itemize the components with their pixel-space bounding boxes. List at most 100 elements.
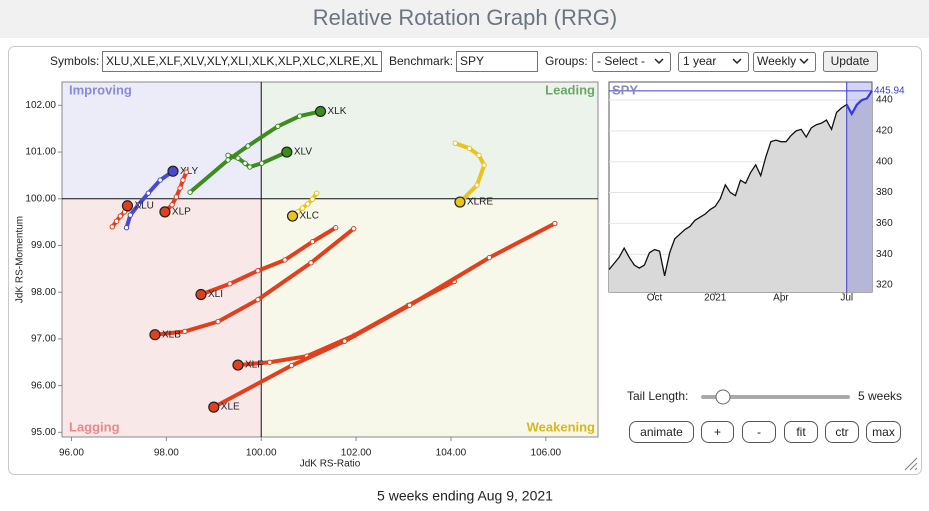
tail-point [135, 202, 142, 208]
symbols-value[interactable]: XLU,XLE,XLF,XLV,XLY,XLI,XLK,XLP,XLC,XLRE… [106, 54, 379, 68]
quadrant-label: Weakening [527, 419, 595, 434]
tail-line [211, 221, 557, 410]
period-value[interactable]: 1 year [683, 54, 716, 68]
head-point [281, 146, 293, 158]
tail-point [235, 155, 241, 161]
tail-point [406, 302, 413, 308]
y-tick-label: 95.00 [31, 427, 56, 438]
tail-line [198, 225, 338, 297]
groups-value[interactable]: - Select - [597, 54, 645, 68]
button[interactable] [825, 421, 859, 443]
update-button[interactable] [823, 51, 878, 72]
tail-point [215, 318, 221, 325]
update-label[interactable]: Update [831, 54, 870, 68]
tail-point [309, 239, 316, 245]
tail-point [332, 225, 339, 231]
tail-highlight [846, 82, 872, 292]
x-axis-label: JdK RS-Ratio [300, 459, 361, 470]
tail-point [466, 145, 473, 152]
button[interactable] [629, 421, 694, 443]
tail-point [177, 185, 183, 191]
series-label: XLU [134, 200, 153, 211]
y-tick-label: 102.00 [25, 100, 56, 111]
last-value-label: 445.94 [874, 86, 905, 97]
x-tick-label: 106.00 [531, 448, 562, 459]
tail-point [247, 164, 253, 170]
button-row: animate + - fit ctr max [629, 421, 901, 443]
tail-point [123, 225, 130, 231]
y-tick-label: 100.00 [25, 193, 56, 204]
tail-point [267, 359, 273, 365]
button[interactable] [784, 421, 818, 443]
x-tick-label: 98.00 [154, 448, 179, 459]
area [609, 90, 872, 292]
button[interactable] [742, 421, 776, 443]
button-label[interactable]: animate [640, 425, 683, 439]
y-tick-label: 400 [876, 156, 893, 167]
button-label[interactable]: ctr [835, 425, 848, 439]
price-line [608, 90, 873, 276]
quadrant-label: Lagging [69, 419, 120, 434]
series-label: XLB [162, 329, 181, 340]
x-tick-label: 100.00 [246, 448, 277, 459]
tail-point [182, 328, 188, 335]
y-tick-label: 420 [876, 126, 893, 137]
symbols-label: Symbols: [50, 54, 99, 68]
button-label[interactable]: fit [796, 425, 806, 439]
head-point [454, 196, 466, 208]
tail-point [282, 257, 288, 263]
y-tick-label: 97.00 [31, 334, 56, 345]
tail-price-line [845, 90, 873, 117]
button-label[interactable]: max [872, 425, 895, 439]
button-label[interactable]: - [757, 425, 761, 439]
frequency-select[interactable] [753, 52, 816, 72]
tail-point [225, 152, 231, 159]
benchmark-value[interactable]: SPY [460, 54, 484, 68]
tail-point [169, 202, 175, 208]
symbols-input[interactable] [102, 51, 382, 72]
tail-point [309, 196, 316, 202]
benchmark-input[interactable] [456, 51, 538, 72]
tail-point [481, 162, 487, 168]
tail-point [342, 338, 348, 344]
frequency-value[interactable]: Weekly [757, 54, 796, 68]
dropdown-arrow [732, 58, 742, 65]
groups-select[interactable] [592, 52, 671, 72]
button-label[interactable]: + [714, 425, 721, 439]
period-select[interactable] [678, 52, 749, 72]
page-title: Relative Rotation Graph (RRG) [313, 5, 617, 30]
y-tick-label: 96.00 [31, 380, 56, 391]
y-tick-label: 101.00 [25, 147, 56, 158]
x-tick-label: 2021 [704, 293, 727, 304]
quadrant [261, 198, 598, 437]
chart-title: SPY [612, 82, 638, 97]
tail-point [258, 160, 265, 166]
plot-border [61, 81, 599, 438]
x-tick-label: Apr [773, 293, 789, 304]
footer: 5 weeks ending Aug 9, 2021 [377, 488, 553, 504]
x-tick-label: Jul [840, 293, 853, 304]
tail-point [245, 143, 251, 149]
series-label: XLI [208, 289, 223, 300]
button[interactable] [701, 421, 734, 443]
head-point [208, 401, 220, 413]
tail-point [113, 218, 120, 224]
head-point [314, 105, 327, 118]
series-label: XLY [180, 166, 198, 177]
y-tick-label: 340 [876, 249, 893, 260]
head-point [195, 288, 207, 301]
y-axis-label: JdK RS-Momentum [15, 216, 26, 303]
tail-point [183, 169, 189, 175]
series-label: XLE [221, 402, 240, 413]
head-point [159, 206, 171, 218]
button[interactable] [866, 421, 901, 443]
dropdown-arrow [654, 58, 664, 65]
tail-point [145, 190, 152, 196]
tail-slider-thumb[interactable] [715, 389, 731, 405]
tail-length: 5 weeks [858, 389, 902, 403]
series-label: XLV [294, 147, 312, 158]
tail-point [474, 182, 480, 188]
y-tick-label: 98.00 [31, 287, 56, 298]
